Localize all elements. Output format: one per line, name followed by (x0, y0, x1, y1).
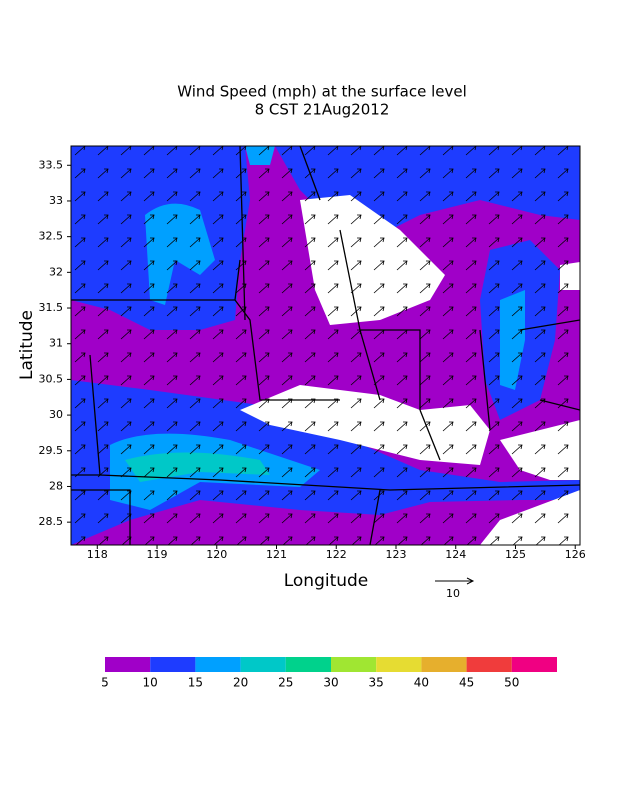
colorbar-label: 15 (188, 676, 203, 690)
x-tick-label: 122 (326, 548, 347, 561)
colorbar-box (240, 657, 286, 672)
colorbar-label: 40 (414, 676, 429, 690)
colorbar-label: 25 (278, 676, 293, 690)
y-tick-label: 33 (49, 194, 63, 207)
y-tick-label: 30 (49, 408, 63, 421)
colorbar-label: 20 (233, 676, 248, 690)
y-tick-label: 31.5 (39, 301, 64, 314)
wind-field (71, 146, 580, 545)
plot-frame (70, 145, 581, 546)
colorbar-box (105, 657, 151, 672)
reference-vector-head (466, 577, 475, 585)
x-tick-label: 118 (87, 548, 108, 561)
y-tick-label: 30.5 (39, 372, 64, 385)
colorbar-label: 45 (459, 676, 474, 690)
colorbar-label: 10 (143, 676, 158, 690)
colorbar-box (150, 657, 196, 672)
title-line: 8 CST 21Aug2012 (255, 101, 390, 119)
y-tick-label: 31 (49, 337, 63, 350)
colorbar-box (331, 657, 377, 672)
x-tick-label: 121 (266, 548, 287, 561)
colorbar-box (466, 657, 512, 672)
x-tick-label: 119 (147, 548, 168, 561)
colorbar-label: 50 (504, 676, 519, 690)
y-tick-label: 29.5 (39, 444, 64, 457)
x-tick-label: 125 (505, 548, 526, 561)
y-tick-label: 33.5 (39, 158, 64, 171)
title-line: Wind Speed (mph) at the surface level (177, 83, 466, 101)
colorbar-box (376, 657, 422, 672)
colorbar-label: 35 (369, 676, 384, 690)
colorbar-label: 5 (101, 676, 109, 690)
reference-vector-label: 10 (446, 587, 460, 600)
x-tick-label: 126 (565, 548, 586, 561)
colorbar-box (421, 657, 467, 672)
x-axis-label: Longitude (284, 571, 369, 591)
colorbar-box (511, 657, 557, 672)
y-tick-label: 28 (49, 479, 63, 492)
y-tick-label: 32.5 (39, 230, 64, 243)
colorbar-label: 30 (323, 676, 338, 690)
x-tick-label: 120 (206, 548, 227, 561)
colorbar-box (285, 657, 331, 672)
colorbar-box (195, 657, 241, 672)
y-axis-label: Latitude (17, 310, 37, 380)
x-tick-label: 124 (445, 548, 466, 561)
y-tick-label: 32 (49, 265, 63, 278)
x-tick-label: 123 (385, 548, 406, 561)
y-tick-label: 28.5 (39, 515, 64, 528)
